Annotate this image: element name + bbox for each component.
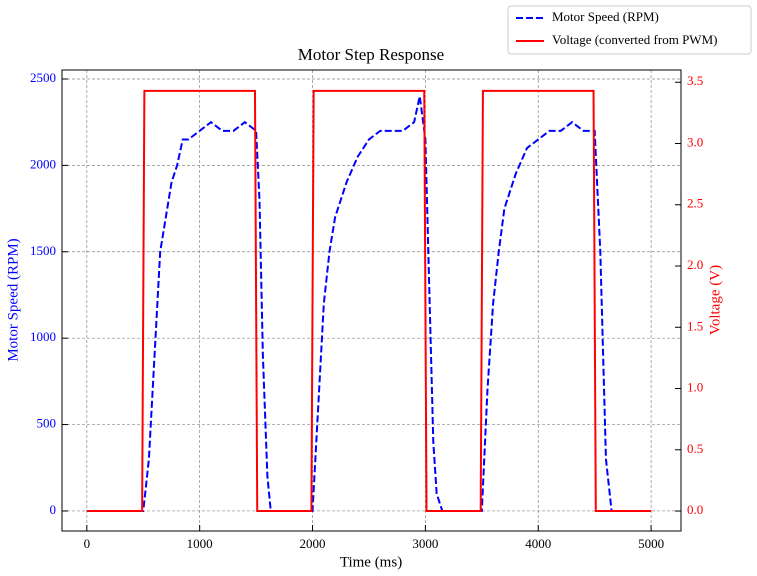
x-tick-label: 5000 bbox=[638, 536, 664, 551]
plot-frame bbox=[61, 69, 682, 532]
y-tick-label: 1500 bbox=[30, 243, 56, 258]
y-tick-label: 1000 bbox=[30, 329, 56, 344]
x-tick-label: 4000 bbox=[525, 536, 551, 551]
series-line bbox=[86, 89, 652, 513]
y2-tick-label: 1.0 bbox=[687, 380, 703, 395]
x-tick-label: 2000 bbox=[300, 536, 326, 551]
legend-box bbox=[507, 5, 752, 55]
x-tick-label: 0 bbox=[84, 536, 91, 551]
y2-tick-label: 0.5 bbox=[687, 441, 703, 456]
x-tick-label: 3000 bbox=[412, 536, 438, 551]
chart-title: Motor Step Response bbox=[298, 45, 444, 64]
y-axis-label: Motor Speed (RPM) bbox=[5, 238, 21, 361]
y2-tick-label: 1.5 bbox=[687, 318, 703, 333]
y-tick-label: 0 bbox=[50, 502, 57, 517]
y2-tick-label: 0.0 bbox=[687, 502, 703, 517]
y-tick-label: 500 bbox=[37, 416, 57, 431]
series-line bbox=[86, 96, 613, 512]
y2-tick-label: 3.5 bbox=[687, 73, 703, 88]
legend-label: Voltage (converted from PWM) bbox=[552, 32, 717, 47]
y2-tick-label: 2.0 bbox=[687, 257, 703, 272]
x-axis-label: Time (ms) bbox=[340, 554, 402, 570]
y-tick-label: 2500 bbox=[30, 70, 56, 85]
y2-tick-label: 2.5 bbox=[687, 196, 703, 211]
y2-axis-label: Voltage (V) bbox=[707, 265, 723, 335]
y-tick-label: 2000 bbox=[30, 156, 56, 171]
x-tick-label: 1000 bbox=[187, 536, 213, 551]
y2-tick-label: 3.0 bbox=[687, 134, 703, 149]
legend-label: Motor Speed (RPM) bbox=[552, 9, 659, 24]
